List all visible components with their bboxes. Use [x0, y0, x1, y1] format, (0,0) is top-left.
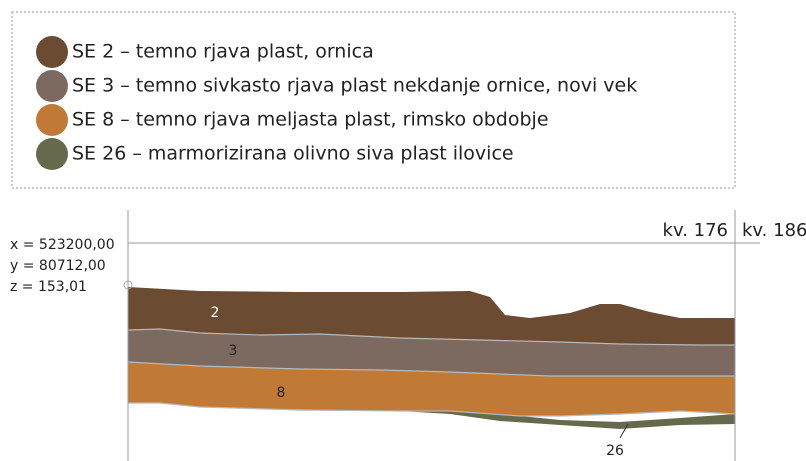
layer-se2	[128, 287, 735, 345]
legend-label: SE 26 – marmorizirana olivno siva plast …	[72, 143, 514, 165]
layer-label: 2	[211, 305, 220, 321]
legend-swatch	[36, 70, 68, 102]
layer-label: 26	[606, 443, 624, 459]
legend-box	[11, 11, 736, 189]
legend-swatch	[36, 36, 68, 68]
layer-label: 8	[277, 385, 286, 401]
boundary	[127, 361, 735, 377]
square-label: kv. 186	[742, 220, 806, 241]
leader-line	[619, 423, 629, 439]
layer-se3	[128, 329, 735, 376]
legend-swatch	[36, 104, 68, 136]
legend-swatch	[36, 138, 68, 170]
coordinate: x = 523200,00	[10, 237, 115, 253]
legend-label: SE 8 – temno rjava meljasta plast, rimsk…	[72, 109, 549, 131]
layer-label: 3	[229, 343, 238, 359]
boundary	[128, 402, 736, 417]
legend-label: SE 2 – temno rjava plast, ornica	[72, 41, 374, 63]
coordinate: y = 80712,00	[10, 258, 106, 274]
square-label: kv. 176	[663, 220, 728, 241]
boundary	[127, 328, 735, 346]
datum-point	[123, 280, 133, 290]
layer-se8	[128, 362, 735, 416]
legend-label: SE 3 – temno sivkasto rjava plast nekdan…	[72, 75, 637, 97]
coordinate: z = 153,01	[10, 279, 87, 295]
